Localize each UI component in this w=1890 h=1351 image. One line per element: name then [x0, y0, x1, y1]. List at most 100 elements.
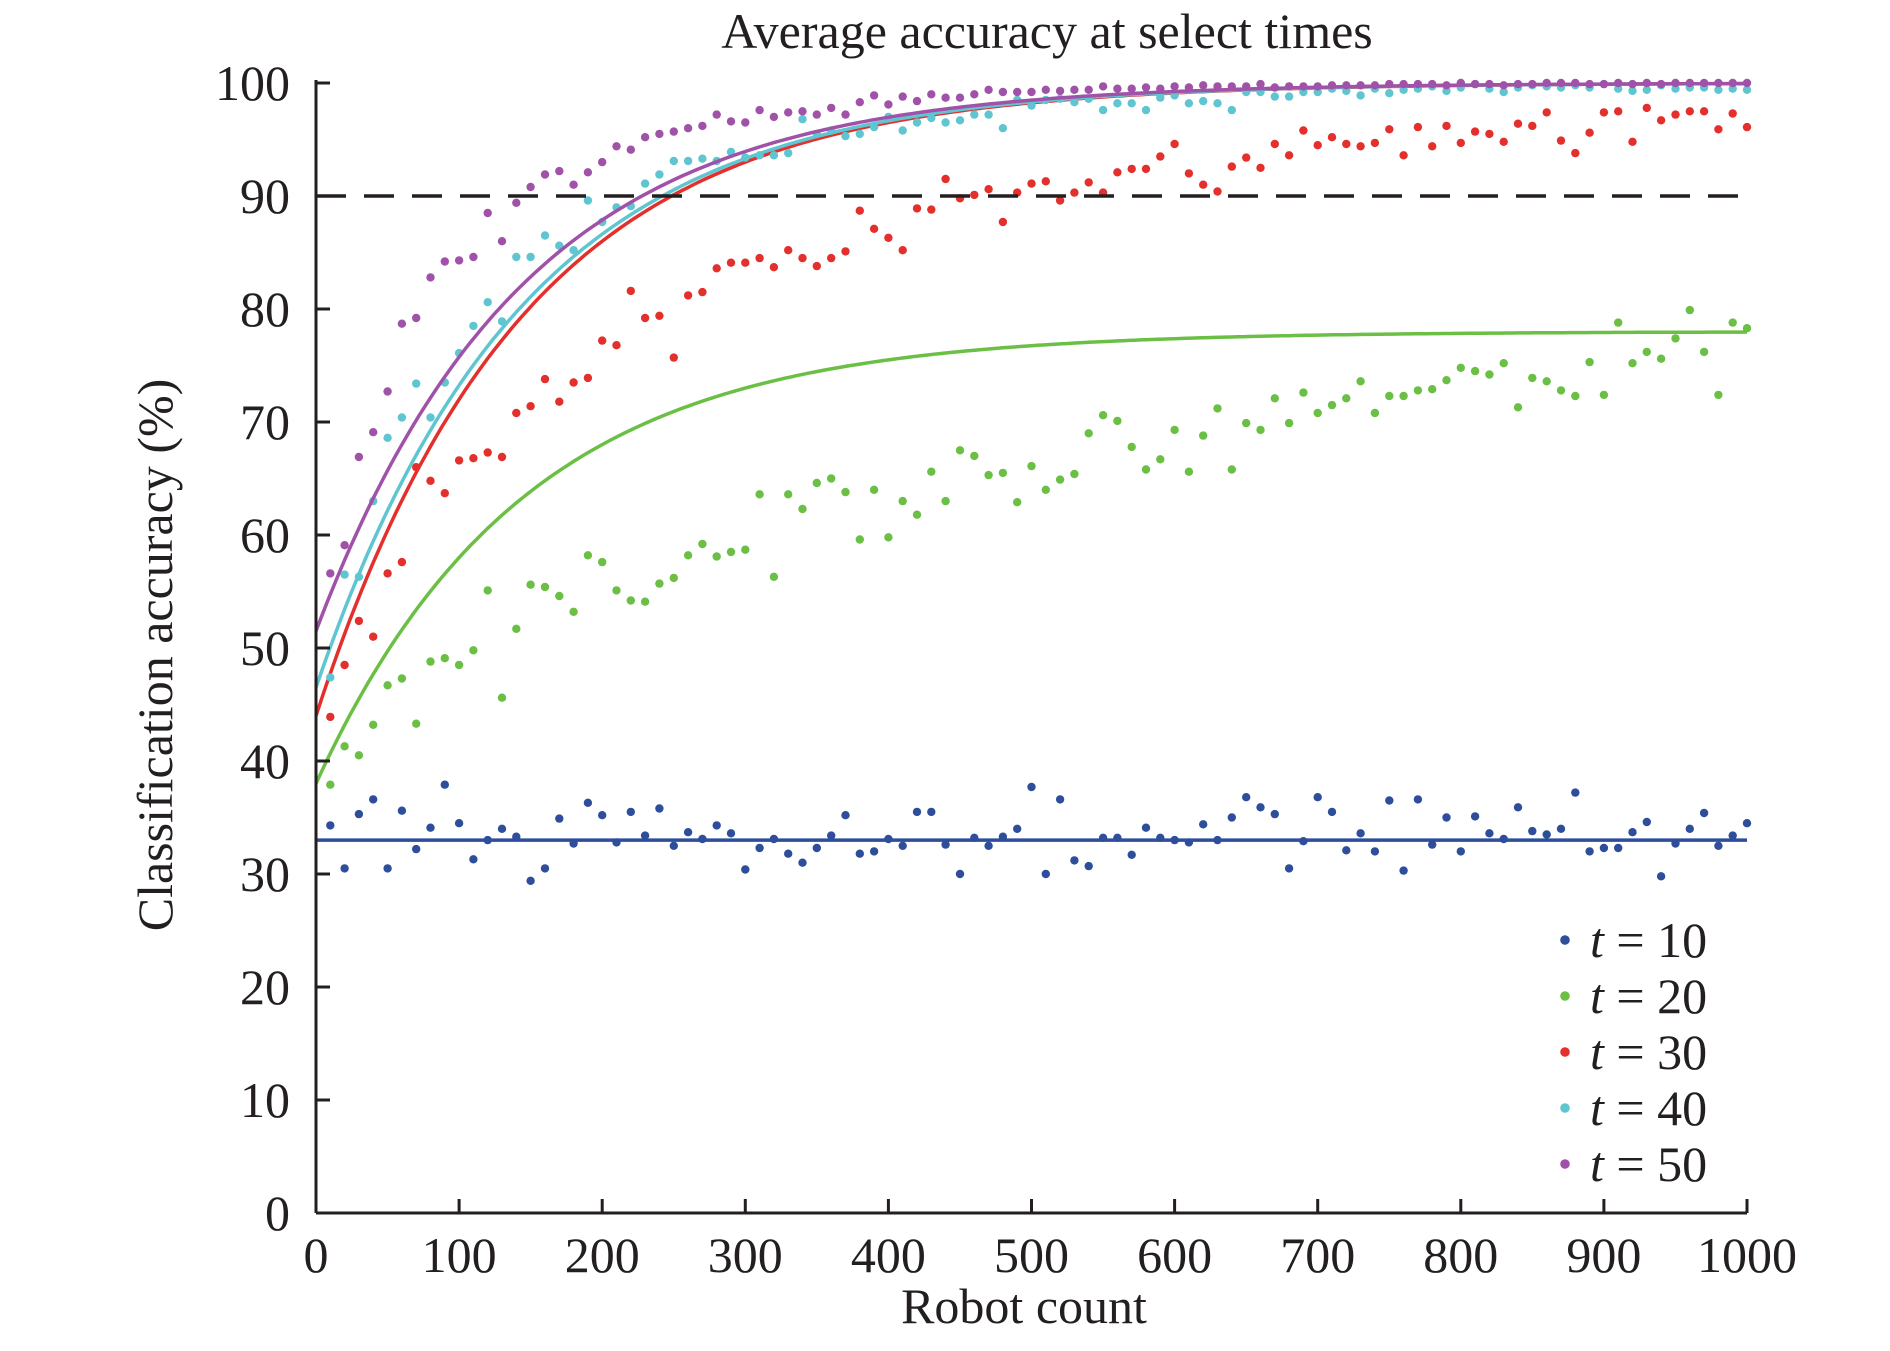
data-point	[383, 864, 392, 873]
data-point	[984, 470, 993, 480]
data-point	[1699, 107, 1709, 116]
x-tick-label: 500	[994, 1227, 1069, 1283]
data-point	[1270, 139, 1280, 149]
data-point	[884, 233, 893, 242]
data-point	[1041, 177, 1051, 186]
data-point	[884, 100, 893, 109]
data-point	[655, 311, 664, 320]
data-point	[755, 843, 764, 853]
data-point	[1041, 485, 1051, 494]
data-point	[1256, 163, 1265, 172]
data-point	[841, 811, 850, 820]
data-point	[769, 151, 779, 160]
data-point	[640, 179, 650, 188]
data-point	[927, 807, 936, 817]
data-point	[927, 90, 936, 99]
data-point	[397, 557, 407, 567]
data-point	[970, 833, 979, 842]
data-point	[497, 452, 507, 462]
data-point	[1671, 78, 1680, 88]
data-point	[1614, 843, 1623, 853]
data-point	[612, 838, 621, 847]
data-point	[1356, 829, 1365, 838]
data-point	[1370, 81, 1380, 90]
data-point	[340, 864, 349, 873]
y-tick-label: 80	[240, 281, 290, 337]
data-point	[1556, 78, 1566, 88]
data-point	[497, 824, 507, 833]
data-point	[1614, 318, 1623, 327]
data-point	[1642, 85, 1652, 95]
data-point	[1084, 861, 1093, 871]
data-point	[1599, 843, 1609, 853]
data-point	[469, 252, 478, 262]
fit-curve-5	[314, 81, 1748, 632]
data-point	[769, 834, 779, 844]
data-point	[1313, 82, 1322, 91]
data-point	[1571, 78, 1580, 88]
y-tick-label: 20	[240, 959, 290, 1015]
data-point	[1113, 416, 1122, 426]
data-point	[1742, 122, 1752, 132]
x-tick-label: 800	[1423, 1227, 1498, 1283]
data-point	[1227, 105, 1237, 115]
data-point	[1213, 835, 1222, 845]
data-point	[1628, 86, 1637, 96]
data-point	[426, 823, 435, 832]
data-point	[841, 110, 850, 119]
data-point	[1742, 324, 1752, 333]
data-point	[1499, 834, 1508, 844]
data-point	[1213, 99, 1222, 108]
data-point	[655, 804, 664, 813]
data-point	[1642, 78, 1652, 88]
data-point	[469, 454, 478, 463]
data-point	[970, 90, 979, 99]
data-point	[1699, 78, 1709, 88]
legend-label-5: t = 50	[1590, 1136, 1707, 1192]
data-point	[1098, 82, 1108, 91]
chart-title: Average accuracy at select times	[721, 3, 1372, 59]
data-point	[1628, 137, 1637, 146]
data-point	[1499, 87, 1508, 97]
data-point	[1027, 101, 1036, 110]
data-point	[1513, 403, 1523, 412]
data-point	[369, 795, 378, 804]
data-point	[1356, 377, 1365, 386]
data-point	[626, 807, 635, 817]
data-point	[397, 674, 407, 683]
data-point	[1141, 823, 1151, 832]
data-point	[483, 448, 492, 457]
series-5	[314, 78, 1752, 632]
data-point	[1528, 79, 1537, 89]
data-point	[741, 258, 750, 267]
data-point	[1227, 813, 1237, 822]
data-point	[912, 807, 922, 817]
data-point	[1055, 196, 1065, 205]
data-point	[426, 413, 435, 422]
data-point	[1027, 179, 1036, 188]
data-point	[1685, 305, 1695, 315]
data-point	[1470, 366, 1480, 376]
data-point	[569, 839, 578, 848]
data-point	[1499, 359, 1508, 368]
data-point	[984, 185, 993, 194]
data-point	[1456, 847, 1466, 856]
data-point	[1084, 429, 1093, 438]
data-point	[1399, 79, 1408, 89]
data-point	[1270, 92, 1280, 101]
data-point	[1113, 168, 1122, 177]
data-point	[1656, 116, 1666, 125]
data-point	[1284, 92, 1294, 101]
data-point	[1656, 79, 1666, 89]
data-point	[1098, 833, 1108, 842]
data-point	[540, 374, 550, 384]
data-point	[1313, 793, 1322, 802]
data-point	[1199, 431, 1208, 440]
data-point	[941, 174, 950, 184]
data-point	[698, 121, 707, 131]
data-point	[326, 673, 335, 682]
x-axis-label: Robot count	[901, 1278, 1147, 1334]
data-point	[1642, 817, 1652, 827]
data-point	[755, 105, 764, 115]
